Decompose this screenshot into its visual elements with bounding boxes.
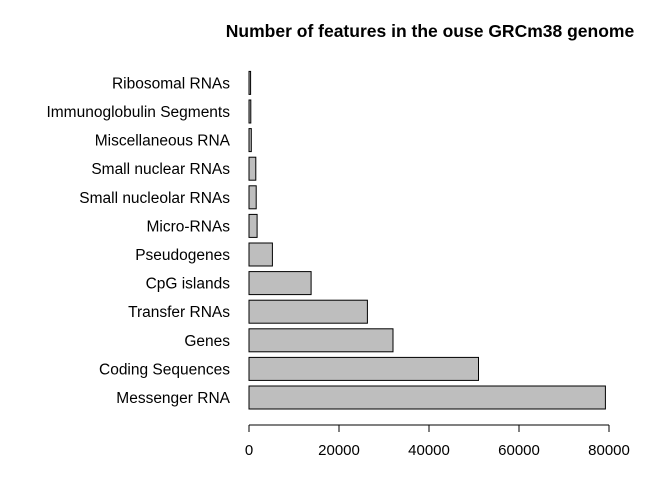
bar-cpg-islands bbox=[248, 271, 312, 296]
category-label: Messenger RNA bbox=[116, 390, 230, 407]
category-label: Small nucleolar RNAs bbox=[79, 190, 230, 207]
category-label: Ribosomal RNAs bbox=[112, 75, 230, 92]
x-tick-label: 80000 bbox=[588, 442, 630, 459]
category-label: Transfer RNAs bbox=[128, 304, 230, 321]
bar-small-nucleolar-rnas bbox=[248, 185, 257, 210]
bars-group bbox=[248, 70, 606, 410]
category-label: Miscellaneous RNA bbox=[95, 133, 231, 150]
bar-ribosomal-rnas bbox=[248, 70, 252, 95]
category-label: Small nuclear RNAs bbox=[91, 161, 230, 178]
category-label: Pseudogenes bbox=[135, 247, 230, 264]
x-tick-label: 40000 bbox=[408, 442, 450, 459]
bar-immunoglobulin-segments bbox=[248, 99, 252, 124]
category-label: Genes bbox=[184, 333, 230, 350]
bar-pseudogenes bbox=[248, 242, 273, 267]
category-labels: Messenger RNA Coding Sequences Genes Transf… bbox=[46, 75, 230, 407]
x-tick-label: 0 bbox=[245, 442, 253, 459]
x-tick-label: 20000 bbox=[318, 442, 360, 459]
bar-coding-sequences bbox=[248, 356, 479, 381]
x-tick-label: 60000 bbox=[498, 442, 540, 459]
bar-genes bbox=[248, 328, 394, 353]
x-axis: 0 20000 40000 60000 80000 bbox=[245, 424, 630, 459]
category-label: Micro-RNAs bbox=[146, 218, 230, 235]
bar-transfer-rnas bbox=[248, 299, 368, 324]
bar-small-nuclear-rnas bbox=[248, 156, 257, 181]
category-label: Immunoglobulin Segments bbox=[46, 104, 230, 121]
bar-micro-rnas bbox=[248, 213, 258, 238]
category-label: Coding Sequences bbox=[99, 361, 230, 378]
bar-messenger-rna bbox=[248, 385, 606, 410]
category-label: CpG islands bbox=[146, 276, 231, 293]
bar-miscellaneous-rna bbox=[248, 128, 252, 153]
chart-title: Number of features in the ouse GRCm38 ge… bbox=[226, 21, 635, 41]
